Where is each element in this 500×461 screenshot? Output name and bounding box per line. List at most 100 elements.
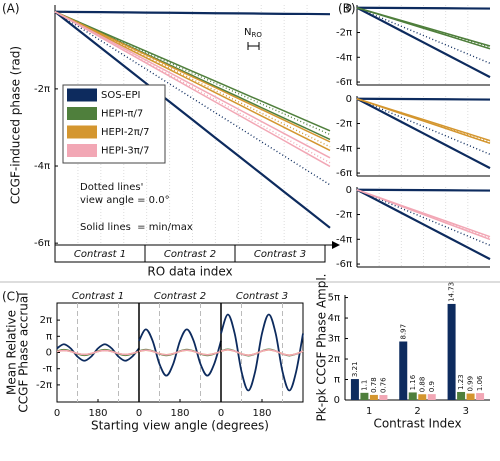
dotted-line <box>356 98 491 143</box>
x-tick-label: 1 <box>366 406 372 417</box>
value-label: 1.1 <box>360 380 368 391</box>
y-tick-label: 0 <box>346 3 352 14</box>
minmax-line <box>356 7 491 47</box>
nro-sub: RO <box>251 31 262 39</box>
value-label: 3.21 <box>351 361 359 377</box>
phase-curve <box>220 313 304 392</box>
bar <box>408 392 417 400</box>
x-tick-label: 2 <box>414 406 420 417</box>
minmax-line <box>356 6 491 79</box>
x-tick-label: 180 <box>88 408 107 419</box>
bar <box>350 379 359 400</box>
legend-label: HEPI-π/7 <box>101 109 143 120</box>
y-tick-label: 2π <box>328 354 340 365</box>
y-axis-label: Pk-pk CCGF Phase Ampl. <box>315 274 329 422</box>
contrast-label: Contrast 3 <box>254 249 306 260</box>
x-tick-label: 180 <box>170 408 189 419</box>
value-label: 0.78 <box>370 377 378 393</box>
bar <box>457 391 466 400</box>
contrast-band <box>54 244 326 263</box>
y-tick-label: 0 <box>346 185 352 196</box>
minmax-line <box>356 98 491 142</box>
x-tick-label: 0 <box>136 408 142 419</box>
legend-label: HEPI-3π/7 <box>101 146 150 157</box>
contrast-label: Contrast 3 <box>236 291 288 302</box>
panel-label: (A) <box>2 2 20 16</box>
y-tick-label: -2π <box>336 119 352 130</box>
y-axis-label: Mean Relative <box>5 310 19 395</box>
minmax-line <box>54 11 331 132</box>
y-tick-label: -4π <box>336 143 352 154</box>
y-tick-label: -4π <box>336 52 352 63</box>
legend-label: SOS-EPI <box>101 90 140 101</box>
phase-curve <box>56 343 140 362</box>
phase-curve <box>138 328 222 377</box>
y-tick-label: -6π <box>336 168 352 179</box>
x-tick-label: 3 <box>463 406 469 417</box>
y-tick-label: 5π <box>328 293 340 304</box>
value-label: 0.88 <box>418 377 426 393</box>
y-tick-label: -2π <box>336 210 352 221</box>
dotted-line <box>356 7 491 64</box>
phase-curve <box>56 349 140 356</box>
minmax-line <box>54 10 331 16</box>
bar <box>447 303 456 400</box>
phase-curve <box>138 349 222 356</box>
x-tick-label: 0 <box>218 408 224 419</box>
x-axis-label: Starting view angle (degrees) <box>91 419 269 433</box>
y-tick-label: π <box>334 375 340 386</box>
y-tick-label: 0 <box>346 94 352 105</box>
x-axis-label: RO data index <box>147 265 232 279</box>
legend-swatch <box>67 88 97 102</box>
contrast-label: Contrast 2 <box>154 291 206 302</box>
nro-bracket <box>247 42 260 50</box>
y-tick-label: -6π <box>336 77 352 88</box>
value-label: 0.9 <box>428 381 436 392</box>
nro-main: N <box>244 27 251 38</box>
dotted-line <box>54 11 331 148</box>
y-tick-label: -2π <box>36 380 52 391</box>
bar <box>418 394 427 400</box>
bar <box>379 395 388 400</box>
y-tick-label: 4π <box>328 313 340 324</box>
x-axis-label: Contrast Index <box>373 417 461 431</box>
y-axis-label: CCGF Phase accrual <box>17 292 31 412</box>
bar <box>427 394 436 400</box>
bar <box>476 393 485 400</box>
x-tick-label: 180 <box>252 408 271 419</box>
value-label: 0.76 <box>379 377 387 393</box>
annotation: Solid lines = min/max <box>80 222 193 233</box>
value-label: 1.23 <box>457 374 465 390</box>
dotted-line <box>54 11 331 164</box>
y-tick-label: -4π <box>34 161 50 172</box>
contrast-label: Contrast 1 <box>72 291 124 302</box>
contrast-label: Contrast 2 <box>164 249 216 260</box>
panel-label: (C) <box>2 290 20 304</box>
minmax-line <box>356 97 491 170</box>
minmax-line <box>356 6 491 10</box>
value-label: 8.97 <box>399 324 407 340</box>
bar <box>369 394 378 400</box>
y-tick-label: 0 <box>46 348 52 359</box>
y-tick-label: -4π <box>336 234 352 245</box>
nro-label: NRO <box>244 27 262 39</box>
bar <box>360 392 369 400</box>
legend-swatch <box>67 125 97 139</box>
y-axis-label: CCGF-induced phase (rad) <box>9 46 23 204</box>
y-tick-label: 2π <box>40 315 52 326</box>
value-label: 0.99 <box>467 376 475 392</box>
contrast-label: Contrast 1 <box>74 249 126 260</box>
legend: SOS-EPI HEPI-π/7 HEPI-2π/7 HEPI-3π/7 <box>62 84 166 164</box>
minmax-line <box>54 11 331 143</box>
legend-swatch <box>67 107 97 120</box>
value-label: 1.16 <box>409 374 417 390</box>
minmax-line <box>54 11 331 159</box>
legend-swatch <box>67 144 97 157</box>
y-tick-label: 0 <box>334 395 340 406</box>
y-tick-label: -6π <box>336 259 352 270</box>
annotation: view angle = 0.0° <box>80 195 170 206</box>
value-label: 14.73 <box>448 282 456 302</box>
minmax-line <box>54 10 331 229</box>
